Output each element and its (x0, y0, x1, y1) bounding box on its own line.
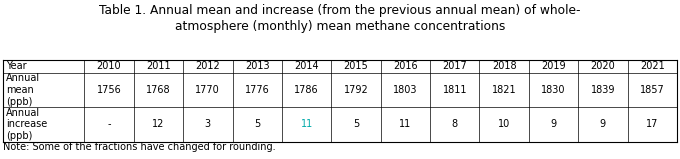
Text: 1768: 1768 (146, 85, 171, 95)
Text: Annual
increase
(ppb): Annual increase (ppb) (6, 108, 47, 141)
Text: 2020: 2020 (590, 61, 615, 71)
Text: 9: 9 (551, 119, 557, 129)
Text: 1821: 1821 (492, 85, 516, 95)
Text: 10: 10 (498, 119, 510, 129)
Text: -: - (107, 119, 111, 129)
Text: Year: Year (6, 61, 27, 71)
Text: 2010: 2010 (97, 61, 121, 71)
Text: 2018: 2018 (492, 61, 516, 71)
Text: 2011: 2011 (146, 61, 171, 71)
Text: 12: 12 (152, 119, 165, 129)
Text: 2016: 2016 (393, 61, 418, 71)
Text: 9: 9 (600, 119, 606, 129)
Text: 1830: 1830 (541, 85, 566, 95)
Text: 2019: 2019 (541, 61, 566, 71)
Text: 5: 5 (254, 119, 260, 129)
Text: Note: Some of the fractions have changed for rounding.: Note: Some of the fractions have changed… (3, 142, 275, 152)
Text: 1811: 1811 (443, 85, 467, 95)
Text: 1786: 1786 (294, 85, 319, 95)
Text: 11: 11 (399, 119, 411, 129)
Text: 1792: 1792 (343, 85, 369, 95)
Text: 17: 17 (646, 119, 658, 129)
Text: 2012: 2012 (195, 61, 220, 71)
Text: 8: 8 (452, 119, 458, 129)
Text: 11: 11 (301, 119, 313, 129)
Text: 3: 3 (205, 119, 211, 129)
Text: 1803: 1803 (393, 85, 418, 95)
Text: 1857: 1857 (640, 85, 664, 95)
Text: 2014: 2014 (294, 61, 319, 71)
Text: 2021: 2021 (640, 61, 664, 71)
Text: 1776: 1776 (245, 85, 269, 95)
Text: 1839: 1839 (591, 85, 615, 95)
Text: 2015: 2015 (343, 61, 369, 71)
Text: 1770: 1770 (195, 85, 220, 95)
Text: 5: 5 (353, 119, 359, 129)
Text: 1756: 1756 (97, 85, 122, 95)
Text: 2017: 2017 (443, 61, 467, 71)
Text: Table 1. Annual mean and increase (from the previous annual mean) of whole-
atmo: Table 1. Annual mean and increase (from … (99, 4, 581, 33)
Text: Annual
mean
(ppb): Annual mean (ppb) (6, 73, 40, 107)
Text: 2013: 2013 (245, 61, 269, 71)
